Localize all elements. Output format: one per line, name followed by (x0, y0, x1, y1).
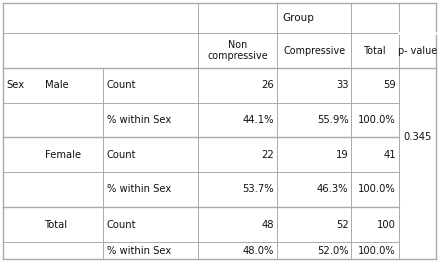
Text: % within Sex: % within Sex (107, 245, 171, 255)
Text: % within Sex: % within Sex (107, 115, 171, 125)
Text: 52: 52 (336, 220, 348, 230)
Text: 59: 59 (383, 80, 396, 90)
Text: 26: 26 (262, 80, 274, 90)
Text: Group: Group (283, 13, 314, 23)
Text: p- value: p- value (398, 46, 437, 56)
Text: 44.1%: 44.1% (243, 115, 274, 125)
Text: 48: 48 (262, 220, 274, 230)
Text: Sex: Sex (6, 80, 24, 90)
Text: 100.0%: 100.0% (358, 115, 396, 125)
Text: Total: Total (45, 220, 67, 230)
Text: 53.7%: 53.7% (243, 184, 274, 194)
Text: Male: Male (45, 80, 68, 90)
Text: Non
compressive: Non compressive (207, 40, 268, 61)
Text: 19: 19 (336, 150, 348, 160)
Text: 46.3%: 46.3% (317, 184, 348, 194)
Text: Compressive: Compressive (283, 46, 345, 56)
Text: % within Sex: % within Sex (107, 184, 171, 194)
Text: 0.345: 0.345 (403, 133, 431, 143)
Text: Count: Count (107, 150, 136, 160)
Text: Count: Count (107, 220, 136, 230)
Text: 33: 33 (336, 80, 348, 90)
Text: Count: Count (107, 80, 136, 90)
Text: 52.0%: 52.0% (317, 245, 348, 255)
Text: 41: 41 (383, 150, 396, 160)
Text: Female: Female (45, 150, 81, 160)
Text: 55.9%: 55.9% (317, 115, 348, 125)
Text: 100.0%: 100.0% (358, 245, 396, 255)
Text: 100: 100 (377, 220, 396, 230)
Text: 100.0%: 100.0% (358, 184, 396, 194)
Text: Total: Total (364, 46, 386, 56)
Text: 22: 22 (262, 150, 274, 160)
Text: 48.0%: 48.0% (243, 245, 274, 255)
